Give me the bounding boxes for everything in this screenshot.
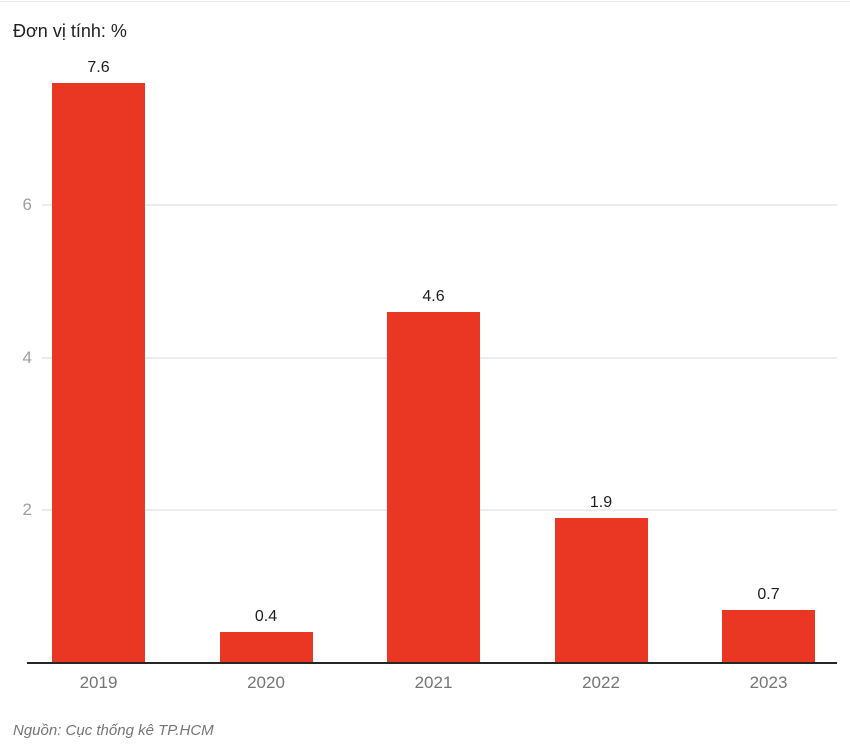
bar-2022 bbox=[554, 518, 648, 663]
bar-2019 bbox=[52, 83, 145, 663]
y-axis-tick-label: 2 bbox=[22, 500, 32, 520]
bar-value-label: 7.6 bbox=[87, 59, 110, 76]
bar-value-label: 4.6 bbox=[422, 288, 445, 305]
bar-2020 bbox=[219, 632, 313, 663]
bar-value-label: 0.4 bbox=[254, 608, 278, 625]
y-axis-tick-label: 4 bbox=[22, 347, 32, 367]
source-note: Nguồn: Cục thống kê TP.HCM bbox=[13, 722, 214, 739]
bar-2023 bbox=[722, 610, 815, 663]
bar-2021 bbox=[387, 312, 480, 663]
x-axis-line bbox=[27, 662, 837, 664]
chart-unit-label: Đơn vị tính: % bbox=[13, 21, 127, 41]
x-axis-tick-label: 2019 bbox=[79, 673, 118, 692]
gridline bbox=[42, 204, 837, 207]
bar-value-label: 0.7 bbox=[757, 586, 780, 603]
y-axis-tick-label: 6 bbox=[22, 195, 32, 215]
x-axis-tick-label: 2020 bbox=[247, 673, 285, 692]
x-axis-tick-label: 2023 bbox=[749, 673, 788, 692]
x-axis-tick-label: 2022 bbox=[582, 673, 620, 692]
x-axis-tick-label: 2021 bbox=[414, 673, 453, 692]
bar-value-label: 1.9 bbox=[589, 494, 613, 511]
top-divider bbox=[0, 1, 850, 2]
